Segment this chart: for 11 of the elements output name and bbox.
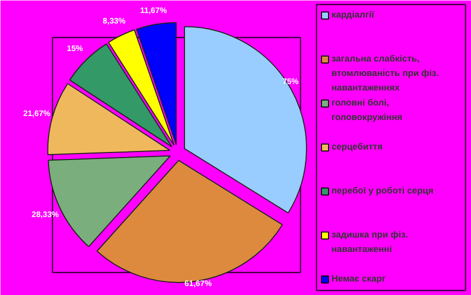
data-label: 21,67% bbox=[23, 108, 50, 118]
data-label: 8,33% bbox=[102, 16, 126, 26]
data-label: 15% bbox=[66, 44, 83, 54]
legend-label: головні болі, головокружіння bbox=[332, 98, 402, 122]
legend-label: серцебиття bbox=[332, 142, 383, 152]
data-label: 61,67% bbox=[184, 279, 212, 288]
legend-label: Немає скарг bbox=[332, 274, 386, 284]
legend-label: перебої у роботі серця bbox=[332, 186, 434, 196]
data-label: 11,67% bbox=[140, 6, 167, 15]
legend-label: задишка при фіз. навантаженні bbox=[332, 230, 408, 254]
legend-label: кардіалгії bbox=[332, 10, 374, 20]
